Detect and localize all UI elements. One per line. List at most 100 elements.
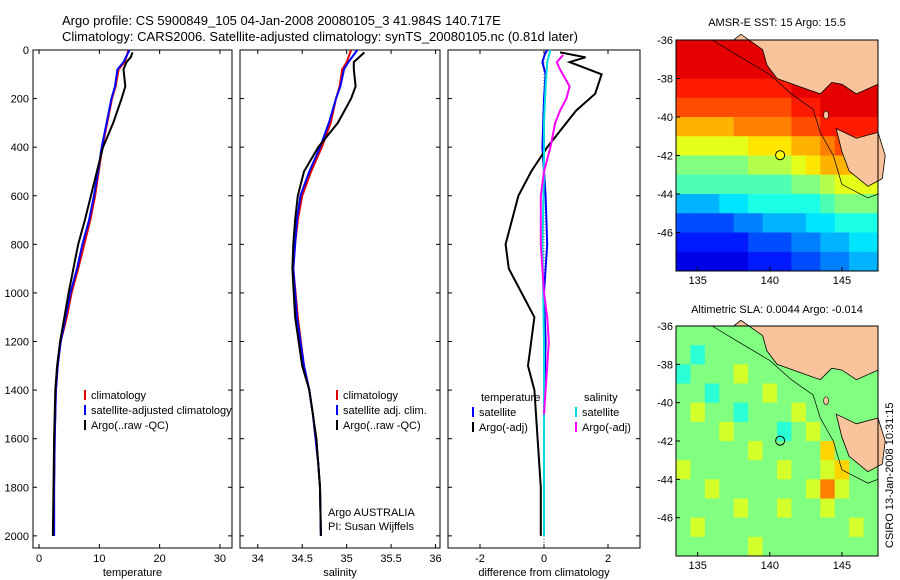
salinity-x-tick-label: 35 [341,553,353,565]
sla-map-cell [820,441,836,461]
sla-map-cell [690,536,706,557]
depth-tick-label: 0 [23,45,29,57]
sst-map-cell [719,78,735,99]
sla-map-king-island [823,396,829,406]
temperature-x-tick-label: 30 [214,553,226,565]
sst-map-cell [762,78,778,99]
sst-map-cell [704,213,720,233]
sla-map-cell [704,345,720,365]
sla-map-cell [690,460,706,480]
sla-map-cell [676,421,691,442]
sla-map-cell [805,421,821,442]
sst-map-cell [791,213,807,233]
sst-map-cell [719,97,735,118]
sla-map-cell [719,498,735,519]
sst-map-cell [805,232,821,253]
sla-map-shelf-contour [711,325,879,484]
sst-marker-fill [776,151,785,160]
depth-tick-label: 600 [11,191,29,203]
sla-map-title: Altimetric SLA: 0.0044 Argo: -0.014 [691,304,863,316]
sst-map-cell [762,194,778,214]
sla-map-cell [704,421,720,442]
sla-map-cell [704,536,720,557]
sla-map-cell [690,402,706,423]
sst-map-cell [704,136,720,156]
difference-series-argo-adj- [539,54,571,415]
sst-map-cell [676,59,691,79]
sst-map-cell [690,78,706,99]
sst-map-cell [820,117,836,137]
sst-map-x-tick-label: 140 [761,275,779,287]
sst-map-float-marker [775,150,786,161]
sla-map-cell [733,364,749,384]
sst-map-cell [834,251,850,272]
depth-tick-label: 1600 [5,434,29,446]
sla-map-y-tick-label: -46 [657,513,673,525]
sla-map-cell [719,536,735,557]
sst-map-cell [748,97,764,118]
sst-map-cell [676,251,691,272]
sst-map-cell [762,232,778,253]
salinity-legend-label: satellite adj. clim. [343,405,427,417]
sst-map-cell [805,251,821,272]
sst-map-cell [733,40,749,60]
sst-map-y-tick-label: -40 [657,112,673,124]
difference-x-tick-label: 2 [605,553,611,565]
sla-map-cell [820,536,836,557]
sla-map-cell [762,536,778,557]
sst-map-cell [719,40,735,60]
sla-map-cell [777,402,792,423]
sst-map-cell [690,136,706,156]
sla-map-cell [690,421,706,442]
sst-map-cell [863,213,879,233]
sst-map-cell [791,194,807,214]
salinity-legend-label: climatology [343,390,399,402]
sla-map-cell [863,402,879,423]
sla-map-y-tick-label: -38 [657,359,673,371]
salinity-x-tick-label: 35.5 [380,553,401,565]
sla-map-cell [849,383,865,404]
sla-map-cell [777,479,792,499]
sst-map-cell [748,136,764,156]
sla-map-cell [820,402,836,423]
difference-legend-label: satellite [582,407,619,419]
sla-map-cell [791,517,807,538]
sst-map-cell [690,40,706,60]
sst-map-cell [863,97,879,118]
sla-map-cell [733,479,749,499]
sla-map-cell [834,517,850,538]
depth-tick-label: 2000 [5,531,29,543]
sla-map-cell [863,517,879,538]
sla-map-cell [676,536,691,557]
sst-map-cell [762,213,778,233]
sla-map-cell [805,479,821,499]
sla-map-cell [849,498,865,519]
sst-map-cell [762,251,778,272]
sla-map-cell [748,441,764,461]
sla-map-cell [733,402,749,423]
sla-map-cell [719,460,735,480]
sla-map-cell [748,536,764,557]
sst-map-shelf-contour [711,39,879,199]
sla-map-x-tick-label: 140 [761,560,779,572]
sla-map-cell [791,498,807,519]
sst-map-cell [777,117,792,137]
salinity-x-tick-label: 34 [252,553,264,565]
sst-map-cell [719,155,735,176]
sst-map-y-tick-label: -36 [657,35,673,47]
sst-map-cell [704,174,720,195]
sst-map-cell [805,174,821,195]
sla-map-cell [863,383,879,404]
sla-map-cell [762,441,778,461]
sla-map-cell [791,402,807,423]
sla-map-cell [777,460,792,480]
sst-map-cell [762,155,778,176]
sst-map-cell [863,194,879,214]
sla-map-y-tick-label: -44 [657,474,673,486]
sla-map-cell [805,460,821,480]
sla-map-cell [704,441,720,461]
sla-map-cell [805,517,821,538]
sst-map-cell [704,155,720,176]
sst-map-cell [777,174,792,195]
sst-map-cell [777,213,792,233]
